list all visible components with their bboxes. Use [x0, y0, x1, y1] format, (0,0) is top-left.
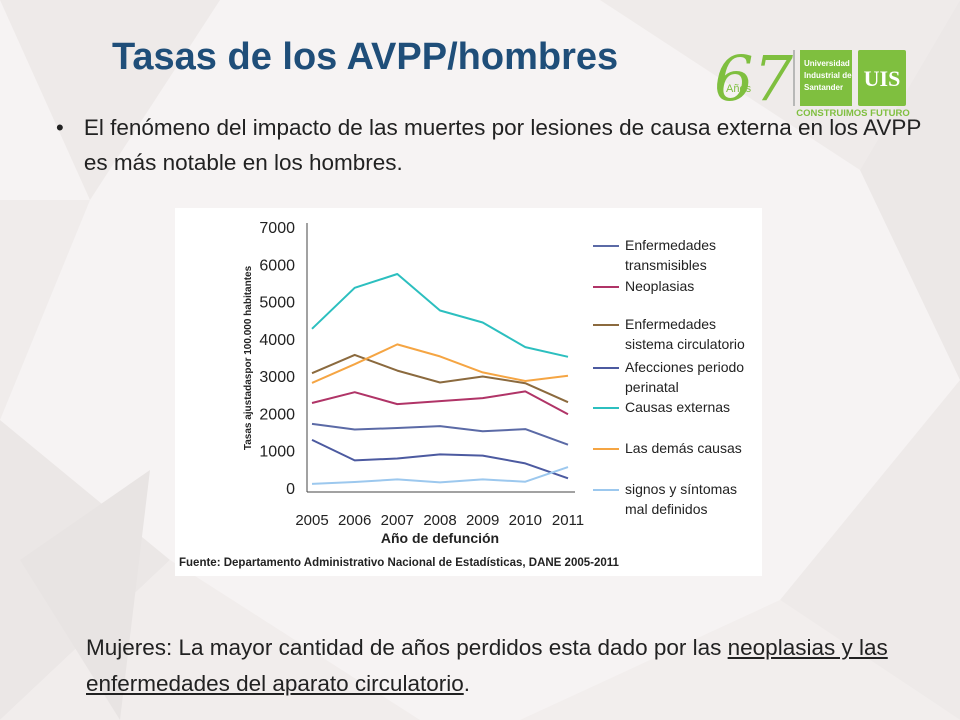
bullet-text: El fenómeno del impacto de las muertes p…: [83, 115, 922, 175]
note-end: .: [463, 671, 470, 696]
y-tick-label: 1000: [259, 444, 295, 461]
series-line: [311, 353, 569, 404]
y-tick-label: 3000: [259, 369, 295, 386]
x-tick-label: 2007: [381, 512, 414, 529]
legend-label: perinatal: [625, 379, 679, 395]
x-axis-title: Año de defunción: [381, 530, 499, 546]
x-tick-label: 2009: [466, 512, 499, 529]
logo-emblem-box: [858, 50, 906, 106]
x-tick-label: 2011: [552, 512, 584, 529]
legend-label: mal definidos: [625, 501, 708, 517]
x-tick-label: 2010: [509, 512, 542, 529]
y-axis-title: Tasas ajustadaspor 100.000 habitantes: [243, 265, 254, 450]
legend-label: signos y síntomas: [625, 481, 737, 497]
note-underlined: neoplasias y las enfermedades del aparat…: [86, 635, 888, 696]
x-tick-label: 2005: [295, 512, 328, 529]
legend-label: Neoplasias: [625, 278, 694, 294]
legend-label: Las demás causas: [625, 440, 742, 456]
legend-label: Enfermedades: [625, 237, 716, 253]
logo-university-line1: Universidad: [804, 59, 850, 68]
logo-acronym: UIS: [864, 66, 901, 91]
logo-years-word: Años: [726, 83, 752, 95]
series-line: [311, 343, 569, 384]
y-tick-label: 2000: [259, 406, 295, 423]
legend-label: sistema circulatorio: [625, 336, 745, 352]
x-tick-label: 2006: [338, 512, 371, 529]
y-tick-label: 7000: [259, 220, 295, 237]
series-line: [311, 466, 569, 485]
logo-tagline: CONSTRUIMOS FUTURO: [796, 108, 909, 118]
slide-title: Tasas de los AVPP/hombres: [112, 36, 619, 78]
note-lead: Mujeres: La mayor cantidad de años perdi…: [86, 635, 728, 660]
chart-source: Fuente: Departamento Administrativo Naci…: [179, 557, 619, 569]
logo-university-line2: Industrial de: [804, 71, 852, 80]
legend-label: Causas externas: [625, 399, 730, 415]
y-tick-label: 4000: [259, 332, 295, 349]
series-line: [311, 390, 569, 416]
legend-label: Enfermedades: [625, 316, 716, 332]
logo-name-box: [800, 50, 852, 106]
bullet-item: • El fenómeno del impacto de las muertes…: [56, 110, 936, 180]
x-tick-label: 2008: [423, 512, 456, 529]
y-tick-label: 6000: [259, 257, 295, 274]
legend-label: transmisibles: [625, 257, 707, 273]
legend-label: Afecciones periodo: [625, 359, 744, 375]
logo-university-line3: Santander: [804, 83, 843, 92]
y-tick-label: 5000: [259, 295, 295, 312]
note-paragraph: Mujeres: La mayor cantidad de años perdi…: [86, 630, 926, 702]
chart-panel: 0 1000 2000 3000 4000 5000 6000 7000 2005 2006 200…: [175, 208, 762, 576]
series-line: [311, 438, 569, 480]
bullet-marker: •: [56, 115, 64, 140]
logo-years-number: 67: [714, 42, 793, 115]
series-line: [311, 273, 569, 358]
y-tick-label: 0: [286, 481, 295, 498]
series-line: [311, 422, 569, 446]
university-logo: 67 Años Universidad Industrial de Santan…: [714, 42, 910, 118]
line-chart: 0 1000 2000 3000 4000 5000 6000 7000 2005 2006 200…: [243, 220, 745, 546]
